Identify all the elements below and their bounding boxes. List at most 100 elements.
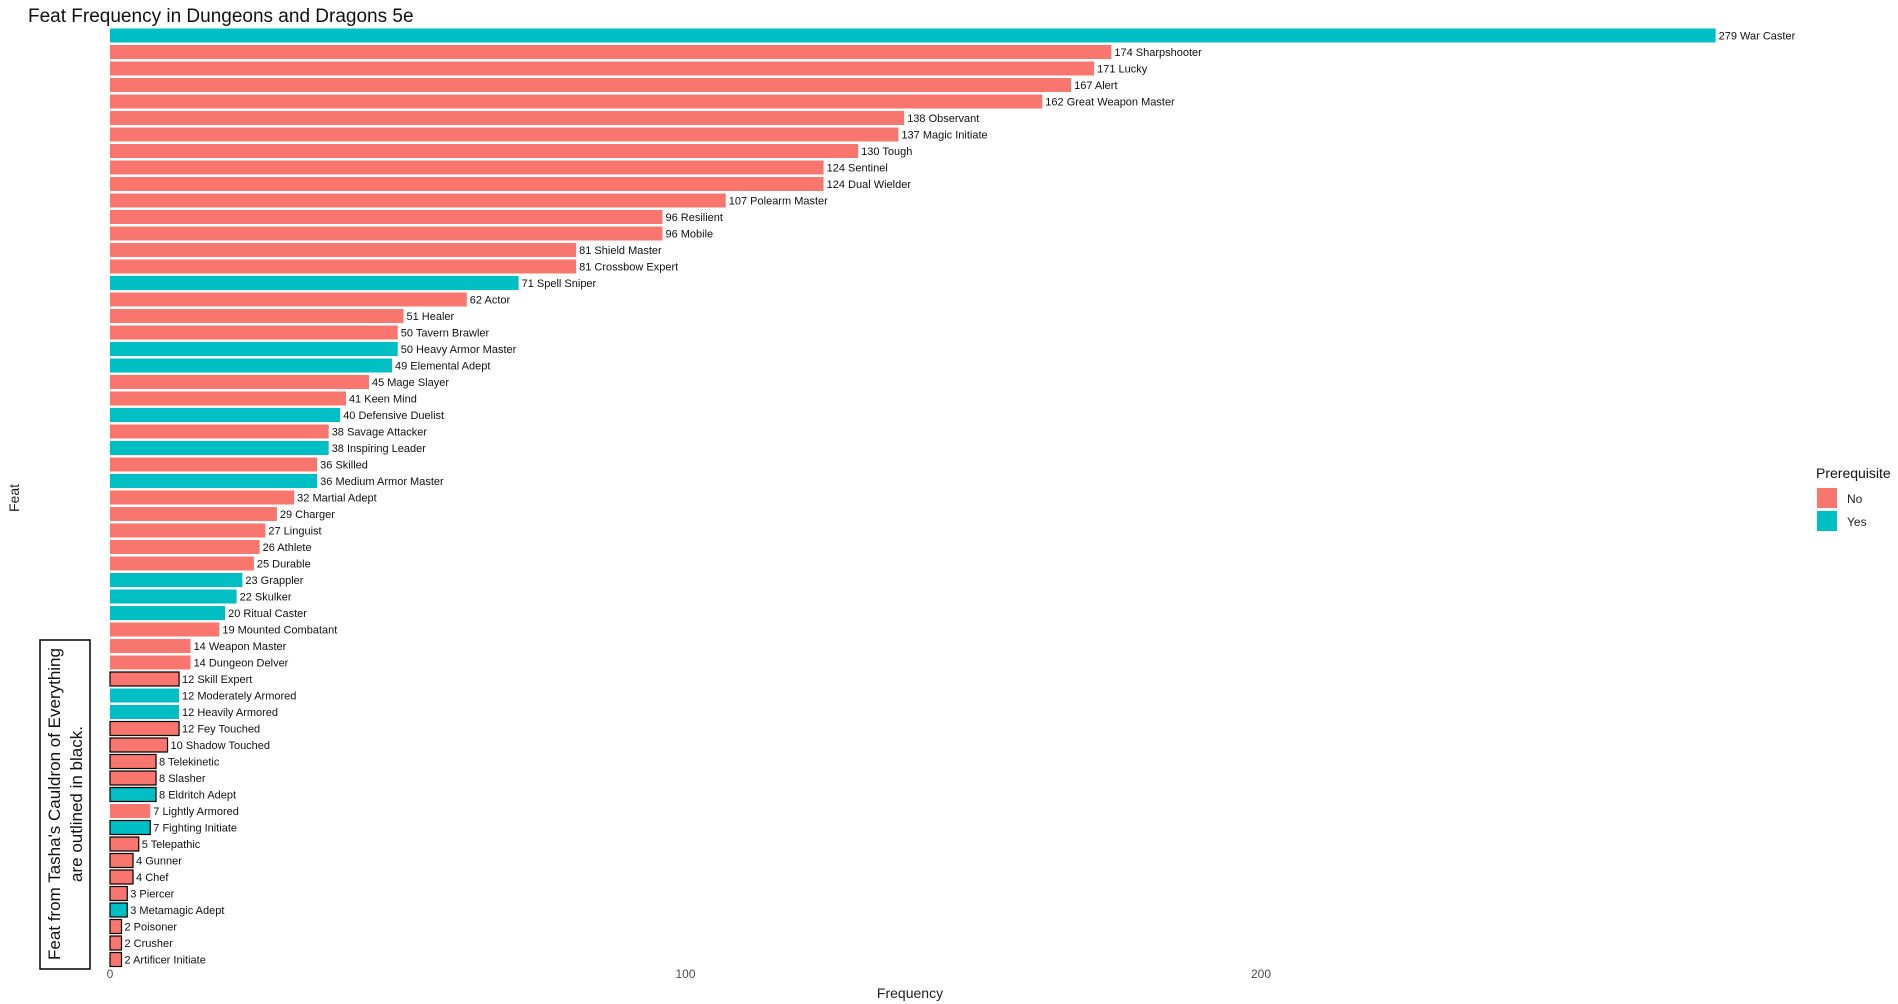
bar-label-polearm-master: 107 Polearm Master [729,196,828,208]
bar-label-artificer-initiate: 2 Artificer Initiate [125,955,206,967]
bar-label-linguist: 27 Linguist [268,526,321,538]
bar-linguist [110,523,266,538]
bar-telepathic [109,836,140,852]
bar-piercer [109,885,128,902]
bar-label-telekinetic: 8 Telekinetic [159,757,220,769]
bar-label-grappler: 23 Grappler [245,575,303,587]
legend-swatch-yes [1817,511,1837,531]
bar-medium-armor-master [110,474,318,488]
bar-label-mage-slayer: 45 Mage Slayer [372,377,449,389]
bar-mounted-combatant [110,622,220,637]
bar-label-martial-adept: 32 Martial Adept [297,493,377,505]
bar-label-shield-master: 81 Shield Master [579,245,662,257]
bar-label-savage-attacker: 38 Savage Attacker [332,427,428,439]
bar-label-slasher: 8 Slasher [159,773,206,785]
annotation-line-1: Feat from Tasha's Cauldron of Everything [45,648,64,960]
bar-slasher [109,770,157,786]
bar-metamagic-adept [109,902,128,918]
bar-skulker [110,589,237,604]
bar-sentinel [110,160,824,175]
bar-label-inspiring-leader: 38 Inspiring Leader [332,443,427,455]
bar-ritual-caster [110,606,226,620]
bar-inspiring-leader [110,441,329,455]
bar-weapon-master [110,639,191,653]
legend-label-yes: Yes [1847,515,1867,529]
bar-dungeon-delver [110,655,191,670]
bar-label-gunner: 4 Gunner [136,856,182,868]
bar-label-skilled: 36 Skilled [320,460,368,472]
bar-telekinetic [109,753,157,770]
bar-label-crusher: 2 Crusher [125,938,174,950]
bar-polearm-master [110,193,726,208]
bar-label-actor: 62 Actor [470,295,511,307]
bar-group [109,28,1716,968]
bar-tavern-brawler [110,325,398,340]
bar-mobile [110,226,663,241]
legend-title: Prerequisite [1816,465,1891,481]
bar-skilled [110,457,318,472]
bar-fighting-initiate [109,819,151,836]
bar-alert [110,78,1072,92]
bar-label-mobile: 96 Mobile [665,229,713,241]
annotation-box [39,639,91,970]
bar-heavy-armor-master [110,342,398,356]
tasha-annotation: Feat from Tasha's Cauldron of Everything… [39,639,91,970]
bar-label-fighting-initiate: 7 Fighting Initiate [153,823,237,835]
x-tick-100: 100 [675,967,695,981]
x-tick-200: 200 [1251,967,1271,981]
bar-label-lucky: 171 Lucky [1097,64,1148,76]
bar-label-weapon-master: 14 Weapon Master [194,641,287,653]
bar-label-fey-touched: 12 Fey Touched [182,724,260,736]
bar-label-athlete: 26 Athlete [263,542,312,554]
bar-sharpshooter [110,45,1112,59]
legend: Prerequisite No Yes [1816,465,1891,531]
x-axis: 0 100 200 [107,967,1272,981]
bar-label-charger: 29 Charger [280,509,335,521]
bar-label-metamagic-adept: 3 Metamagic Adept [130,905,224,917]
bar-label-lightly-armored: 7 Lightly Armored [153,806,239,818]
bar-tough [110,144,859,158]
bar-athlete [110,540,260,554]
bar-label-telepathic: 5 Telepathic [142,839,201,851]
bar-shadow-touched [109,737,169,753]
bar-lucky [110,61,1095,76]
bar-gunner [109,852,134,869]
bar-martial-adept [110,490,295,505]
bar-label-defensive-duelist: 40 Defensive Duelist [343,410,444,422]
bar-chef [109,869,134,885]
bar-label-elemental-adept: 49 Elemental Adept [395,361,490,373]
bar-label-tavern-brawler: 50 Tavern Brawler [401,328,490,340]
bar-label-war-caster: 279 War Caster [1719,31,1796,43]
bar-artificer-initiate [109,951,123,968]
bar-label-spell-sniper: 71 Spell Sniper [522,278,597,290]
bar-poisoner [109,918,123,935]
bar-label-crossbow-expert: 81 Crossbow Expert [579,262,678,274]
bar-label-heavy-armor-master: 50 Heavy Armor Master [401,344,517,356]
bar-crusher [109,935,123,951]
bar-eldritch-adept [109,786,157,803]
bar-dual-wielder [110,177,824,191]
bar-fey-touched [109,720,180,737]
bar-label-medium-armor-master: 36 Medium Armor Master [320,476,444,488]
bar-skill-expert [109,671,180,687]
bar-label-skill-expert: 12 Skill Expert [182,674,252,686]
bar-label-poisoner: 2 Poisoner [125,922,178,934]
bar-observant [110,111,905,125]
bar-actor [110,292,467,307]
bar-label-moderately-armored: 12 Moderately Armored [182,691,296,703]
bar-label-chef: 4 Chef [136,872,169,884]
bar-grappler [110,573,243,587]
bar-magic-initiate [110,127,899,142]
y-axis-title: Feat [6,484,22,512]
bar-label-sharpshooter: 174 Sharpshooter [1114,47,1202,59]
bar-heavily-armored [110,705,180,719]
annotation-line-2: are outlined in black. [67,726,86,882]
bar-label-dungeon-delver: 14 Dungeon Delver [194,658,289,670]
bar-spell-sniper [110,276,519,290]
bar-shield-master [110,243,577,257]
chart-title: Feat Frequency in Dungeons and Dragons 5… [28,6,414,27]
bar-label-alert: 167 Alert [1074,80,1117,92]
bar-savage-attacker [110,424,329,439]
bar-lightly-armored [110,804,151,818]
